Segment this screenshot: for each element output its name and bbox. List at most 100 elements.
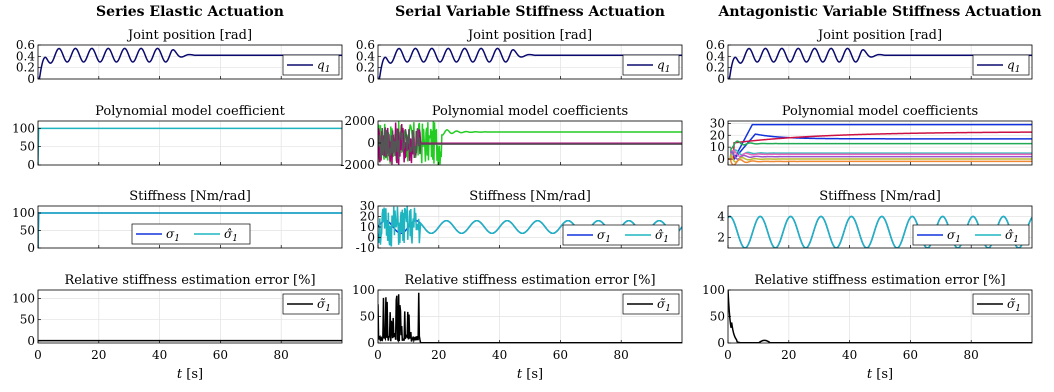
y-tick-label: 30 [360,199,375,213]
y-tick-label: 100 [702,283,725,297]
chart-panel: Joint position [rad] 00.20.40.6 q1 [706,28,1033,86]
series-line [38,212,342,248]
series-line [378,127,682,159]
x-tick-label: 40 [492,348,507,362]
series-line [728,123,1032,160]
series-line [728,158,1032,165]
legend-box [562,224,680,246]
legend-label: σ1 [597,228,611,245]
x-tick-label: 0 [724,348,732,362]
chart-panel: Polynomial model coefficients -2000 0 2000 [340,104,683,172]
y-tick-label: -2000 [340,158,375,172]
y-tick-label: 30 [710,116,725,130]
x-axis-label: t [s] [517,367,543,382]
x-tick-label: 20 [431,348,446,362]
series-line [728,140,1032,160]
panel-title: Polynomial model coefficient [95,104,285,119]
legend-box [912,224,1030,246]
chart-panel: Joint position [rad] 00.20.40.6 q1 [356,28,683,86]
legend-label: σ̂1 [1005,228,1019,245]
legend: σ̃1 [282,293,340,315]
panel-title: Polynomial model coefficients [432,104,628,119]
chart-panel: Joint position [rad] 00.20.40.6 q1 [16,28,343,86]
axes-box [727,120,1033,166]
chart-panel: Stiffness [Nm/rad] 0 50 100 σ1 σ̂1 [12,189,343,255]
x-tick-label: 40 [842,348,857,362]
panel-title: Joint position [rad] [816,28,942,43]
y-tick-label: 0.6 [16,38,35,52]
panel-title: Stiffness [Nm/rad] [469,189,591,204]
chart-panel: Relative stiffness estimation error [%] 0… [352,273,683,382]
series-line [728,152,1032,163]
axes-box [37,205,343,249]
y-tick-label: 50 [20,140,35,154]
x-tick-label: 0 [34,348,42,362]
series-line [378,122,682,165]
chart-panel: Relative stiffness estimation error [%] 0… [702,273,1033,382]
y-tick-label: 50 [20,313,35,327]
y-tick-label: 0 [367,136,375,150]
x-tick-label: 80 [614,348,629,362]
y-tick-label: 0.2 [16,61,35,75]
y-tick-label: 50 [20,224,35,238]
legend: q1 [972,54,1030,76]
legend-label: q1 [1007,58,1020,75]
series-line [728,131,1032,160]
axes-box [37,289,343,344]
y-tick-label: 2 [717,231,725,245]
series-line [38,127,342,165]
y-tick-label: 0 [27,72,35,86]
y-tick-label: 0 [367,336,375,350]
y-tick-label: 0 [367,231,375,245]
y-tick-label: 0.6 [356,38,375,52]
legend: σ1 σ̂1 [912,224,1030,246]
y-tick-label: 100 [352,283,375,297]
legend-label: σ1 [947,228,961,245]
y-tick-label: 0.2 [356,61,375,75]
y-tick-label: 0 [367,72,375,86]
legend-label: σ̂1 [224,227,238,244]
legend: q1 [622,54,680,76]
y-tick-label: 50 [360,310,375,324]
x-tick-label: 60 [213,348,228,362]
legend-box [131,223,251,245]
y-tick-label: 0.4 [706,49,725,63]
panel-title: Joint position [rad] [466,28,592,43]
y-tick-label: 50 [710,310,725,324]
panel-title: Polynomial model coefficients [782,104,978,119]
plot-area [378,121,682,165]
chart-panel: Stiffness [Nm/rad] 2 4 σ1 σ̂1 [717,189,1033,249]
series-line [378,121,682,165]
legend-label: q1 [317,58,330,75]
column-title: Series Elastic Actuation [96,4,284,20]
legend-label: σ̂1 [655,228,669,245]
plot-area [38,212,342,248]
legend-label: σ1 [166,227,180,244]
x-tick-label: 20 [91,348,106,362]
panel-title: Relative stiffness estimation error [%] [64,273,315,288]
x-tick-label: 40 [152,348,167,362]
panel-title: Stiffness [Nm/rad] [129,189,251,204]
x-axis-label: t [s] [867,367,893,382]
x-tick-label: 80 [964,348,979,362]
y-tick-label: 0.2 [706,61,725,75]
column-title: Serial Variable Stiffness Actuation [395,4,665,20]
x-tick-label: 60 [903,348,918,362]
y-tick-label: 20 [710,128,725,142]
y-tick-label: 100 [12,206,35,220]
panel-title: Stiffness [Nm/rad] [819,189,941,204]
axes-box [37,44,343,80]
y-tick-label: 0 [27,334,35,348]
x-tick-label: 0 [374,348,382,362]
series-line [728,149,1032,160]
y-tick-label: 0 [717,336,725,350]
chart-panel: Polynomial model coefficient 0 50 100 [12,104,343,172]
legend: σ̃1 [972,293,1030,315]
chart-panel: Relative stiffness estimation error [%] 0… [12,273,343,382]
y-tick-label: 0 [27,158,35,172]
legend-label: q1 [657,58,670,75]
axes-box [37,120,343,166]
legend: σ1 σ̂1 [562,224,680,246]
